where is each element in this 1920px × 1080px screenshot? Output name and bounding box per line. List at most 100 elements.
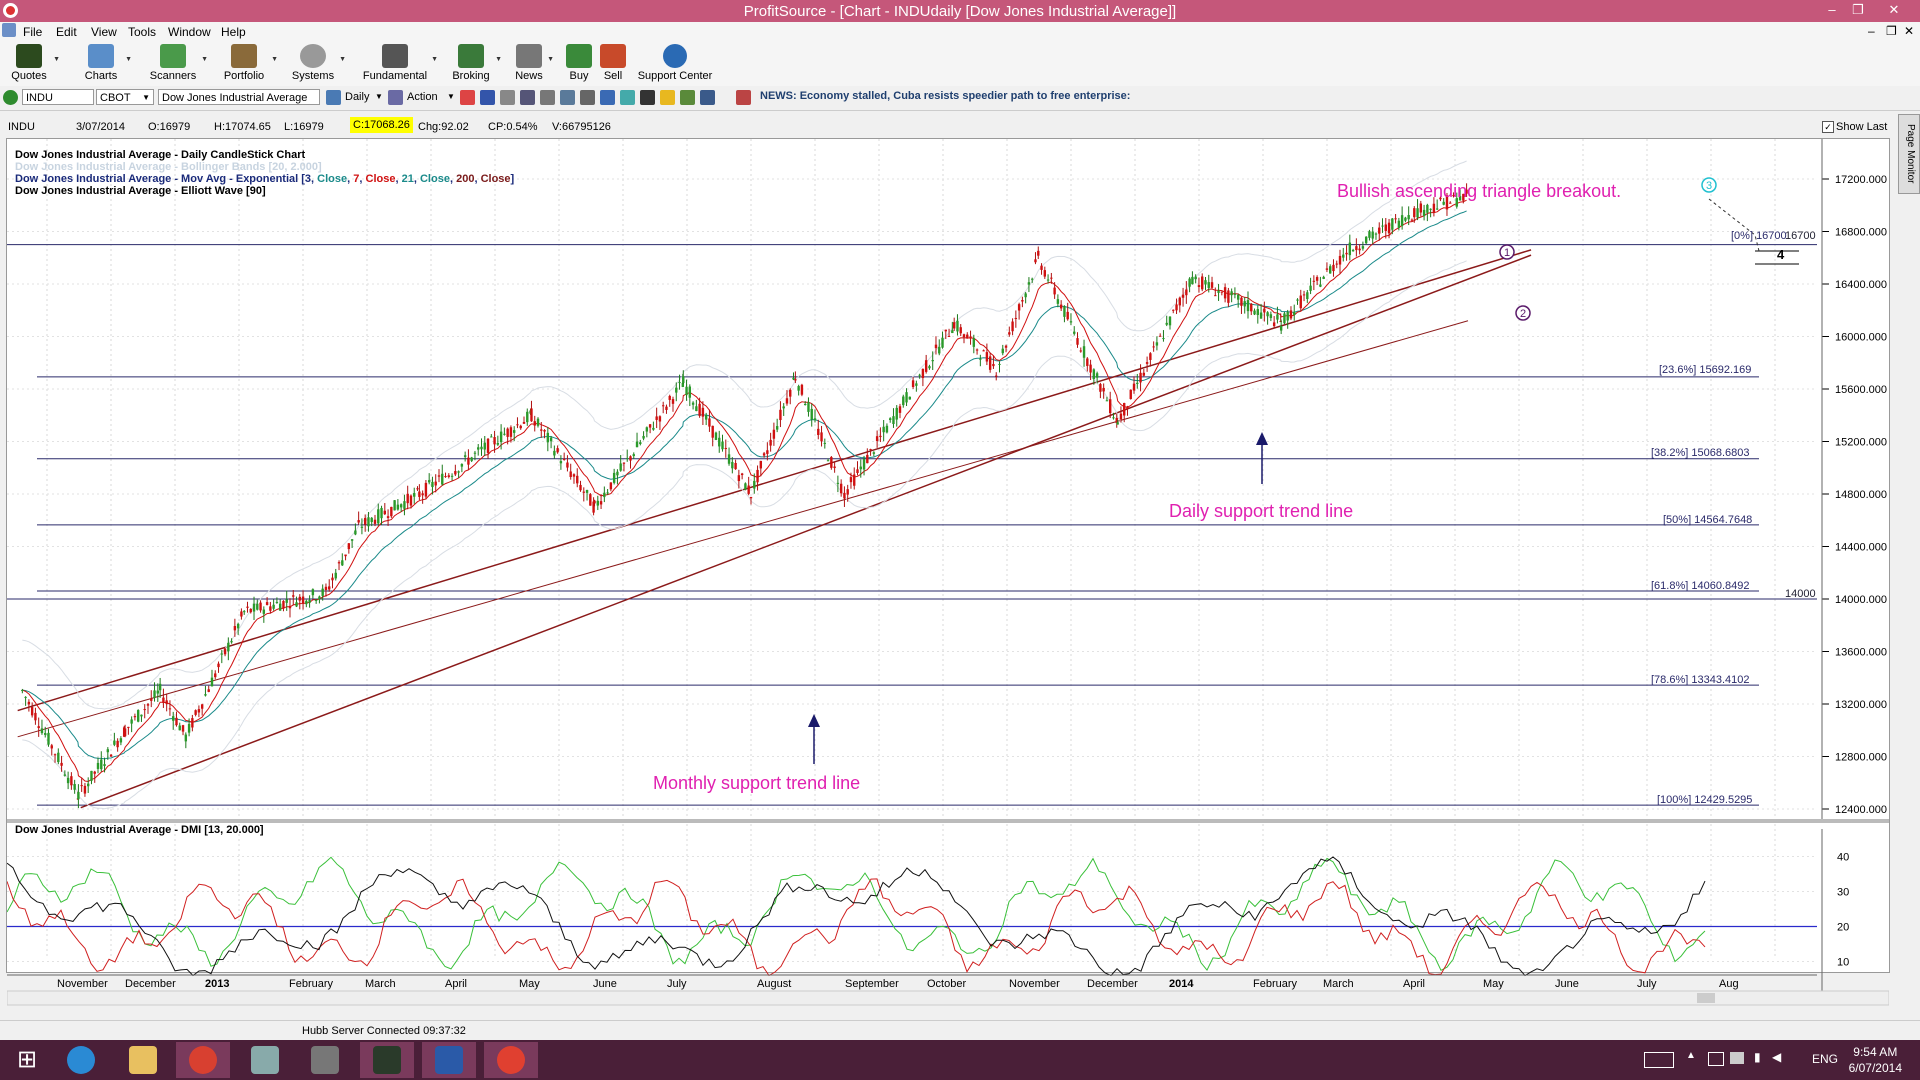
star-icon[interactable] — [660, 90, 675, 105]
action-center-icon[interactable] — [1730, 1052, 1744, 1064]
legend-param: Close — [317, 173, 348, 185]
bulb-icon[interactable] — [620, 90, 635, 105]
candle-body — [1059, 304, 1063, 309]
projected-wave-path — [1708, 198, 1760, 252]
volume-icon[interactable]: ◀ — [1772, 1050, 1782, 1064]
network-icon[interactable]: ▮ — [1754, 1050, 1761, 1064]
binoculars-icon[interactable] — [640, 90, 655, 105]
battery-icon[interactable] — [1708, 1052, 1724, 1066]
settings-icon[interactable] — [500, 90, 515, 105]
mdi-minimize-icon[interactable]: – — [1868, 24, 1875, 38]
mdi-restore-icon[interactable]: ❐ — [1886, 24, 1897, 38]
symbol-input[interactable]: INDU — [22, 89, 94, 105]
candle-body — [540, 429, 543, 431]
y-axis-label: 12400.000 — [1835, 804, 1887, 816]
chart-canvas[interactable]: 17200.000 16800.000 16400.000 16000.000 1560… — [7, 139, 1889, 1009]
candle-body — [1332, 264, 1335, 272]
candle-body — [178, 725, 181, 731]
candle-body — [1112, 417, 1115, 419]
legend-param: 21 — [401, 173, 414, 185]
candle-body — [982, 350, 985, 352]
doc-icon[interactable] — [2, 23, 16, 37]
news-ticker[interactable]: NEWS: Economy stalled, Cuba resists spee… — [760, 90, 1131, 102]
tray-expand-icon[interactable]: ▲ — [1686, 1050, 1696, 1061]
minimize-button[interactable]: – — [1828, 2, 1836, 17]
taskbar-app[interactable] — [298, 1042, 352, 1078]
news-button[interactable]: News ▼ — [514, 44, 554, 82]
drawing-tools-icon[interactable] — [580, 90, 595, 105]
candle-body — [1416, 208, 1419, 218]
candle-body — [639, 442, 642, 445]
candle-body — [826, 460, 830, 462]
exchange-select[interactable]: CBOT ▼ — [96, 89, 154, 105]
indicator-icon[interactable] — [600, 90, 615, 105]
security-name-field[interactable]: Dow Jones Industrial Average — [158, 89, 320, 105]
candle-body — [665, 406, 668, 410]
save-icon[interactable] — [480, 90, 495, 105]
close-button[interactable]: ✕ — [1888, 2, 1900, 17]
clock[interactable]: 9:54 AM 6/07/2014 — [1849, 1044, 1902, 1076]
candle-body — [569, 471, 572, 477]
action-menu[interactable]: Action — [407, 91, 438, 103]
charts-button[interactable]: Charts ▼ — [80, 44, 132, 82]
menu-file[interactable]: File — [23, 25, 43, 39]
broking-button[interactable]: Broking ▼ — [450, 44, 502, 82]
candle-body — [734, 462, 737, 470]
support-center-button[interactable]: Support Center — [636, 44, 714, 82]
taskbar-ie[interactable] — [54, 1042, 108, 1078]
start-button[interactable]: ⊞ — [0, 1042, 54, 1078]
period-select[interactable]: Daily — [345, 91, 370, 103]
sell-button[interactable]: Sell — [600, 44, 626, 82]
taskbar-profitsource[interactable] — [484, 1042, 538, 1078]
candle-body — [191, 718, 194, 728]
mdi-close-icon[interactable]: ✕ — [1904, 24, 1915, 38]
candle-body — [473, 452, 477, 454]
template-icon[interactable] — [520, 90, 535, 105]
candle-body — [311, 589, 315, 596]
candle-body — [616, 471, 619, 476]
portfolio-button[interactable]: Portfolio ▼ — [220, 44, 278, 82]
taskbar-chrome[interactable] — [176, 1042, 230, 1078]
scanners-button[interactable]: Scanners ▼ — [148, 44, 208, 82]
trade-icon[interactable] — [680, 90, 695, 105]
period-dropdown-icon[interactable]: ▼ — [375, 92, 383, 101]
legend-param: , — [347, 173, 354, 185]
language-indicator[interactable]: ENG — [1811, 1052, 1838, 1066]
candle-body — [441, 473, 444, 485]
print-icon[interactable] — [560, 90, 575, 105]
go-icon[interactable] — [3, 90, 18, 105]
menu-window[interactable]: Window — [168, 25, 211, 39]
taskbar-word[interactable] — [422, 1042, 476, 1078]
candle-body — [879, 435, 882, 438]
candle-body — [1299, 295, 1302, 309]
taskbar-explorer[interactable] — [116, 1042, 170, 1078]
page-monitor-tab[interactable]: Page Monitor — [1898, 114, 1920, 194]
restore-button[interactable]: ❐ — [1852, 2, 1864, 17]
chart-panel[interactable]: 17200.000 16800.000 16400.000 16000.000 1560… — [6, 138, 1890, 1006]
menu-tools[interactable]: Tools — [128, 25, 157, 39]
candle-body — [619, 463, 622, 471]
taskbar-goldbroker[interactable] — [360, 1042, 414, 1078]
action-dropdown-icon[interactable]: ▼ — [447, 92, 455, 101]
menu-edit[interactable]: Edit — [56, 25, 77, 39]
candle-body — [681, 382, 685, 387]
buy-button[interactable]: Buy — [566, 44, 592, 82]
candle-body — [566, 462, 569, 468]
keyboard-icon[interactable] — [1644, 1052, 1674, 1068]
menu-view[interactable]: View — [91, 25, 117, 39]
show-last-checkbox[interactable]: ✓ — [1822, 121, 1834, 133]
fundamental-button[interactable]: Fundamental ▼ — [362, 44, 438, 82]
candle-body — [918, 374, 921, 376]
app-logo-icon[interactable] — [3, 3, 18, 18]
candle-body — [233, 626, 237, 631]
quotes-button[interactable]: Quotes ▼ — [8, 44, 60, 82]
candle-body — [1426, 204, 1429, 213]
x-axis-label: 2014 — [1169, 978, 1194, 990]
scan-icon[interactable] — [700, 90, 715, 105]
candle-body — [220, 653, 223, 655]
systems-button[interactable]: Systems ▼ — [290, 44, 346, 82]
taskbar-calculator[interactable] — [238, 1042, 292, 1078]
menu-help[interactable]: Help — [221, 25, 246, 39]
arrow-tool-icon[interactable] — [460, 90, 475, 105]
zoom-icon[interactable] — [540, 90, 555, 105]
